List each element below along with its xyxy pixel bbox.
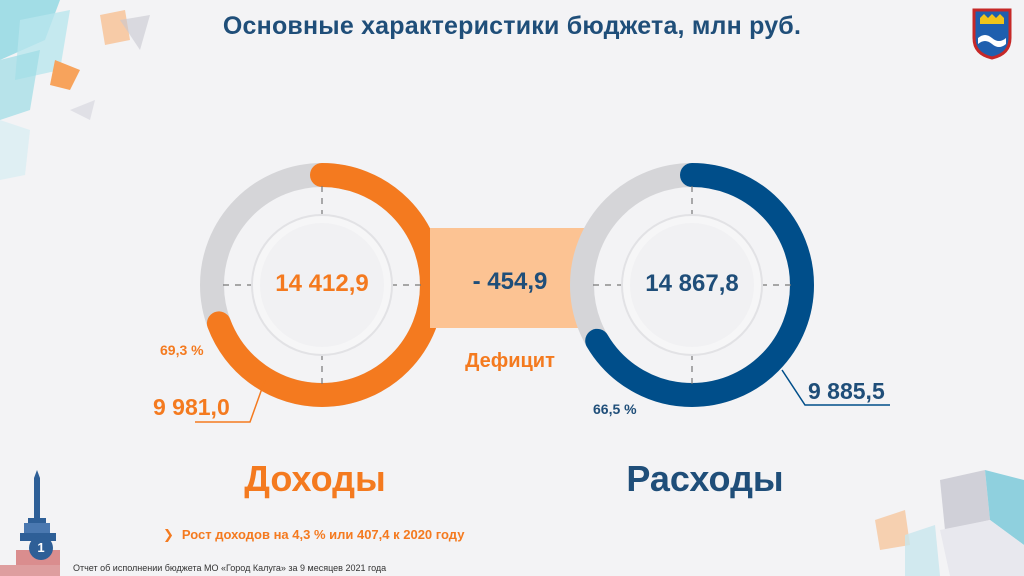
- expense-donut-chart: [570, 163, 890, 407]
- income-donut-chart: [195, 163, 444, 423]
- deficit-value: - 454,9: [472, 268, 548, 295]
- deficit-label: Дефицит: [465, 350, 555, 372]
- income-actual-value: 9 981,0: [153, 394, 230, 420]
- income-plan-value: 14 412,9: [275, 270, 369, 297]
- expense-actual-value: 9 885,5: [808, 378, 885, 404]
- chevron-right-icon: ❯: [163, 527, 174, 542]
- expense-percent: 66,5 %: [593, 401, 637, 417]
- page-number-badge: 1: [29, 536, 53, 560]
- expense-progress-arc: [570, 163, 814, 407]
- growth-note: ❯ Рост доходов на 4,3 % или 407,4 к 2020 …: [163, 527, 464, 543]
- income-label: Доходы: [244, 458, 386, 499]
- deficit-band: [430, 228, 590, 328]
- expense-label: Расходы: [626, 458, 784, 499]
- city-emblem-icon: [972, 8, 1012, 60]
- footer-text: Отчет об исполнении бюджета МО «Город Ка…: [73, 563, 387, 573]
- growth-note-text: Рост доходов на 4,3 % или 407,4 к 2020 г…: [181, 527, 465, 542]
- expense-plan-value: 14 867,8: [645, 270, 739, 297]
- page-title: Основные характеристики бюджета, млн руб…: [222, 12, 802, 40]
- income-percent: 69,3 %: [160, 342, 204, 358]
